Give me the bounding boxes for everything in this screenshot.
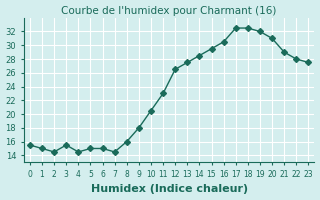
- Title: Courbe de l'humidex pour Charmant (16): Courbe de l'humidex pour Charmant (16): [61, 6, 277, 16]
- X-axis label: Humidex (Indice chaleur): Humidex (Indice chaleur): [91, 184, 248, 194]
